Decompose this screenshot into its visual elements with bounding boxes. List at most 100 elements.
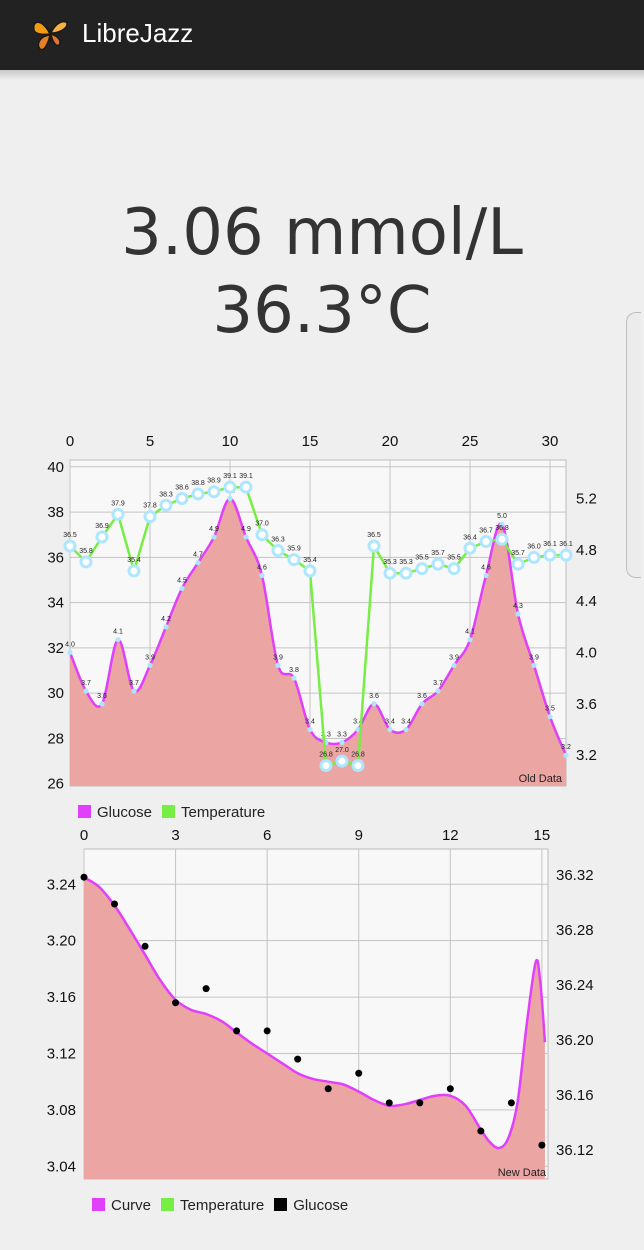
y-left-tick-label: 3.16 [47,989,76,1006]
glucose-point [163,624,169,630]
glucose-point [446,1085,454,1093]
temperature-value-label: 36.7 [479,528,493,535]
glucose-value-label: 4.1 [465,629,475,636]
glucose-point [507,1099,515,1107]
temperature-point [351,759,365,773]
glucose-value-label: 3.9 [449,654,459,661]
temperature-point [527,550,541,564]
app-title: LibreJazz [82,18,194,48]
x-tick-label: 5 [146,433,154,450]
legend-swatch [161,1198,175,1211]
temperature-value-label: 26.8 [351,752,365,759]
glucose-point [131,688,137,694]
temperature-point [255,528,269,542]
glucose-point [147,662,153,668]
old-data-chart[interactable]: 0 5 10 15 20 25 30 26 28 30 32 34 36 38 40 3.2 3.6 4.0 4.4… [0,420,644,800]
glucose-value-label: 3.5 [545,706,555,713]
glucose-point [451,662,457,668]
legend-item: Temperature [161,1197,264,1214]
glucose-point [371,701,377,707]
legend-label: Curve [111,1197,152,1214]
x-tick-label: 30 [542,433,559,450]
temperature-value-label: 37.0 [255,521,269,528]
temperature-point [335,754,349,768]
temperature-point [79,555,93,569]
glucose-value-label: 3.7 [433,680,443,687]
temperature-point [239,480,253,494]
temperature-value-label: 36.9 [95,523,109,530]
current-glucose-reading: 3.06 mmol/L [121,196,523,270]
old-data-legend: Glucose Temperature [78,804,275,821]
glucose-point [324,1085,332,1093]
glucose-value-label: 3.9 [529,654,539,661]
x-tick-label: 0 [80,827,88,844]
legend-item: Temperature [162,804,265,821]
temperature-value-label: 37.8 [143,503,157,510]
temperature-point [415,562,429,576]
glucose-value-label: 4.2 [161,616,171,623]
temperature-value-label: 35.4 [127,557,141,564]
temperature-value-label: 35.4 [303,557,317,564]
temperature-point [511,557,525,571]
y-right-tick-label: 3.2 [576,747,597,764]
glucose-value-label: 3.2 [561,744,571,751]
y-left-tick-label: 34 [47,595,64,612]
glucose-point [259,572,265,579]
legend-label: Temperature [180,1197,265,1214]
temperature-point [271,544,285,558]
glucose-point [263,1027,271,1035]
glucose-point [307,726,313,733]
glucose-point [243,534,249,540]
glucose-value-label: 3.4 [305,719,315,726]
y-right-tick-label: 36.28 [556,922,594,939]
new-data-legend: Curve Temperature Glucose [92,1197,358,1214]
glucose-value-label: 3.4 [353,719,363,726]
temperature-point [191,487,205,501]
glucose-value-label: 3.4 [385,719,395,726]
glucose-point [531,662,537,668]
glucose-point [499,521,505,527]
x-tick-label: 25 [462,433,479,450]
y-left-tick-label: 3.20 [47,933,76,950]
glucose-point [211,534,217,540]
chart-description: New Data [498,1167,547,1179]
glucose-value-label: 3.9 [273,654,283,661]
temperature-value-label: 35.8 [79,548,93,555]
legend-swatch [162,805,176,818]
y-left-tick-label: 40 [47,459,64,476]
temperature-value-label: 26.8 [319,752,333,759]
glucose-point [538,1141,546,1149]
temperature-point [559,548,573,562]
x-tick-label: 0 [66,433,74,450]
glucose-point [515,611,521,617]
legend-label: Temperature [181,804,266,821]
glucose-point [563,752,569,758]
temperature-value-label: 39.1 [223,473,237,480]
temperature-point [463,541,477,555]
temperature-point [399,566,413,580]
y-left-tick-label: 30 [47,685,64,702]
temperature-value-label: 35.3 [383,559,397,566]
glucose-point [416,1099,424,1107]
glucose-point [435,688,441,694]
legend-item: Glucose [78,804,152,821]
temperature-value-label: 36.1 [543,541,557,548]
scroll-handle[interactable] [626,312,641,578]
legend-label: Glucose [97,804,153,821]
glucose-point [202,985,210,993]
y-right-tick-label: 36.20 [556,1032,594,1049]
x-tick-label: 6 [263,827,271,844]
curve-area [84,877,545,1179]
new-data-chart[interactable]: 0 3 6 9 12 15 3.04 3.08 3.12 3.16 3.20 3.24 36.12 36.… [0,815,644,1187]
glucose-point [339,739,345,745]
legend-item: Curve [92,1197,151,1214]
glucose-value-label: 3.4 [401,719,411,726]
legend-swatch [78,805,91,818]
temperature-point [431,557,445,571]
glucose-point [233,1027,241,1035]
glucose-value-label: 3.3 [337,731,347,738]
temperature-point [207,485,221,499]
glucose-point [99,701,105,707]
glucose-value-label: 4.6 [481,565,491,572]
glucose-value-label: 3.9 [145,654,155,661]
